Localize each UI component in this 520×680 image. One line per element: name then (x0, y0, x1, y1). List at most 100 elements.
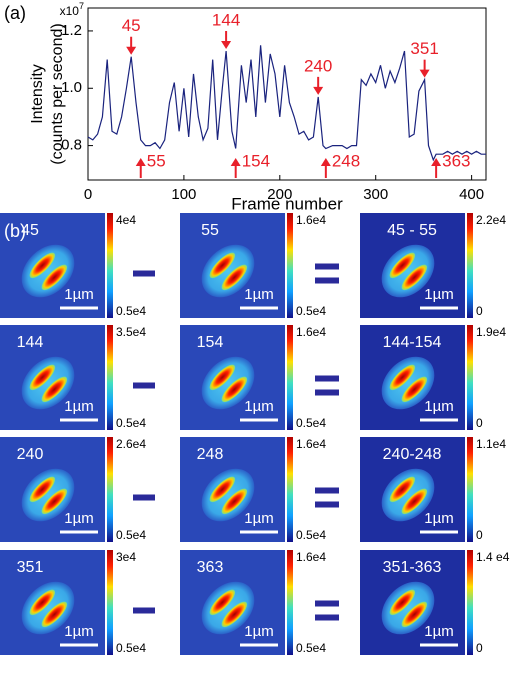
colorbar-min: 0 (476, 641, 483, 655)
annotation-label: 240 (304, 56, 332, 75)
image-label: 351-363 (383, 559, 442, 576)
heatmap-blob (21, 356, 75, 410)
colorbar-min: 0 (476, 528, 483, 542)
image-label: 144-154 (383, 334, 442, 351)
y-axis-label: Intensity (29, 64, 46, 124)
heatmap-blob (21, 581, 75, 635)
scale-bar-label: 1µm (244, 398, 273, 415)
image-label: 45 (21, 222, 39, 239)
y-tick-label: 0.8 (61, 137, 82, 154)
blob-halo (21, 356, 75, 410)
scale-bar-label: 1µm (424, 623, 453, 640)
blob-lobe (389, 252, 416, 279)
image-label: 144 (17, 334, 44, 351)
blob-halo (381, 244, 435, 298)
annotation-arrowhead (320, 158, 331, 166)
heatmap-blob (381, 356, 435, 410)
heatmap-image: 144 1µm (0, 325, 105, 430)
colorbar-min: 0.5e4 (296, 641, 326, 655)
equals-sign (315, 277, 339, 284)
blob-lobe (389, 476, 416, 503)
annotation-arrowhead (126, 46, 137, 55)
colorbar (287, 550, 293, 655)
colorbar (107, 213, 113, 318)
colorbar-min: 0.5e4 (116, 304, 146, 318)
axis-multiplier: x107 (60, 1, 84, 18)
heatmap-blob (21, 244, 75, 298)
image-label: 240-248 (383, 446, 442, 463)
multiplier-exponent: 7 (79, 1, 84, 11)
colorbar (287, 213, 293, 318)
blob-lobe (209, 589, 236, 616)
colorbar-min: 0.5e4 (116, 416, 146, 430)
blob-lobe (29, 589, 56, 616)
heatmap-image: 363 1µm (180, 550, 285, 655)
heatmap-image: 240 1µm (0, 437, 105, 542)
equals-sign (315, 263, 339, 270)
blob-lobe (221, 376, 248, 403)
minus-sign (133, 607, 155, 614)
colorbar-max: 2.6e4 (116, 437, 146, 451)
colorbar (107, 550, 113, 655)
annotation-label: 144 (212, 10, 240, 29)
colorbar (467, 213, 473, 318)
blob-lobe (41, 601, 68, 628)
blob-lobe (41, 376, 68, 403)
equals-sign (315, 389, 339, 396)
colorbar-min: 0.5e4 (116, 528, 146, 542)
x-tick-label: 400 (459, 186, 484, 203)
annotation-arrowhead (230, 158, 241, 166)
image-label: 248 (197, 446, 224, 463)
colorbar-max: 1.6e4 (296, 437, 326, 451)
scale-bar-label: 1µm (64, 510, 93, 527)
blob-halo (21, 468, 75, 522)
panel-label: (b) (4, 221, 26, 241)
panel-label: (a) (4, 3, 26, 23)
x-tick-label: 300 (363, 186, 388, 203)
blob-halo (21, 581, 75, 635)
y-tick-label: 1.2 (61, 22, 82, 39)
image-label: 45 - 55 (387, 222, 437, 239)
blob-lobe (389, 364, 416, 391)
plot-frame (87, 7, 487, 181)
colorbar (467, 550, 473, 655)
heatmap-blob (201, 356, 255, 410)
blob-lobe (41, 264, 68, 291)
heatmap-image: 351-363 1µm (360, 550, 465, 655)
heatmap-blob (201, 468, 255, 522)
heatmap-blob (381, 244, 435, 298)
annotation-label: 363 (442, 151, 470, 170)
heatmap-image: 144-154 1µm (360, 325, 465, 430)
blob-halo (201, 468, 255, 522)
blob-lobe (29, 364, 56, 391)
blob-halo (381, 581, 435, 635)
heatmap-blob (381, 468, 435, 522)
colorbar (467, 325, 473, 430)
colorbar-max: 2.2e4 (476, 213, 506, 227)
y-axis-label: (counts per second) (49, 23, 66, 164)
colorbar-max: 3.5e4 (116, 325, 146, 339)
scale-bar-label: 1µm (424, 286, 453, 303)
scale-bar-label: 1µm (244, 623, 273, 640)
equals-sign (315, 600, 339, 607)
colorbar (467, 437, 473, 542)
blob-halo (201, 356, 255, 410)
colorbar-min: 0.5e4 (116, 641, 146, 655)
equals-sign (315, 501, 339, 508)
blob-lobe (401, 601, 428, 628)
colorbar (287, 437, 293, 542)
heatmap-image: 45 - 55 1µm (360, 213, 465, 318)
equals-sign (315, 614, 339, 621)
blob-lobe (389, 589, 416, 616)
colorbar (107, 437, 113, 542)
minus-sign (133, 494, 155, 501)
blob-lobe (29, 476, 56, 503)
annotation-arrowhead (431, 158, 442, 166)
heatmap-image: 240-248 1µm (360, 437, 465, 542)
colorbar-min: 0.5e4 (296, 416, 326, 430)
scale-bar-label: 1µm (64, 623, 93, 640)
scale-bar-label: 1µm (64, 398, 93, 415)
colorbar-max: 1.4 e4 (476, 550, 510, 564)
heatmap-blob (21, 468, 75, 522)
